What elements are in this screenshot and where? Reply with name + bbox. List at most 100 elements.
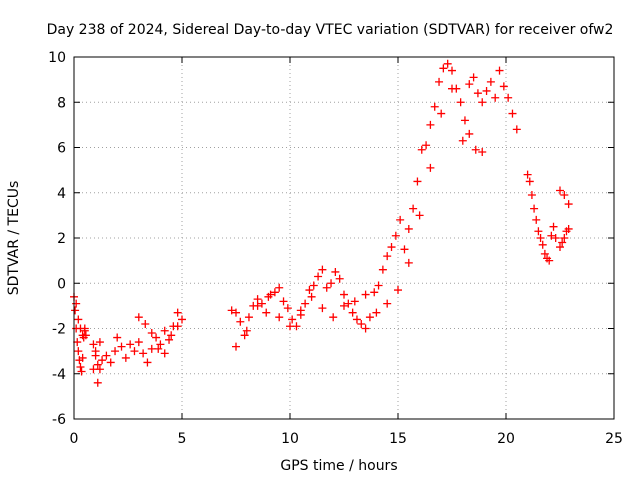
data-point — [318, 265, 327, 274]
y-tick-label: -6 — [52, 412, 66, 428]
data-point — [154, 344, 163, 353]
data-point — [426, 163, 435, 172]
data-point — [93, 360, 102, 369]
data-point — [374, 281, 383, 290]
data-point — [394, 286, 402, 295]
data-point — [309, 281, 318, 290]
data-point — [547, 231, 556, 240]
data-point — [538, 240, 547, 249]
data-point — [486, 77, 495, 86]
data-point — [491, 93, 500, 102]
data-point — [327, 279, 336, 288]
data-point — [236, 317, 245, 326]
data-point — [508, 109, 517, 118]
data-point — [558, 238, 567, 247]
data-point — [322, 283, 331, 292]
data-point — [469, 73, 478, 82]
data-point — [404, 258, 413, 267]
data-point — [126, 340, 135, 349]
data-point — [78, 353, 87, 362]
x-tick-labels: 0 5 10 15 20 25 — [70, 431, 623, 447]
data-point — [482, 86, 491, 95]
data-point — [147, 329, 156, 338]
x-tick-label: 15 — [389, 431, 407, 447]
data-point — [348, 308, 357, 317]
data-point — [167, 331, 176, 340]
x-tick-label: 5 — [178, 431, 187, 447]
y-tick-label: 10 — [48, 50, 66, 66]
data-point — [301, 299, 310, 308]
data-point — [532, 215, 541, 224]
data-point — [335, 274, 344, 283]
data-point — [564, 224, 573, 233]
data-point — [437, 109, 446, 118]
data-point — [78, 331, 87, 340]
data-point — [89, 365, 98, 374]
data-point — [143, 358, 152, 367]
y-tick-label: 4 — [57, 186, 66, 202]
y-tick-label: 8 — [57, 95, 66, 111]
data-point — [536, 234, 545, 242]
data-point — [275, 283, 284, 292]
data-point — [478, 148, 487, 157]
data-point — [540, 249, 549, 258]
data-point — [93, 378, 102, 387]
data-point — [361, 324, 370, 333]
data-point — [279, 297, 288, 306]
data-points — [70, 59, 573, 387]
data-point — [242, 326, 251, 335]
data-point — [262, 308, 271, 317]
data-point — [527, 191, 536, 200]
data-point — [383, 252, 392, 261]
data-point — [512, 125, 521, 134]
x-tick-label: 25 — [605, 431, 623, 447]
data-point — [98, 356, 107, 365]
data-point — [113, 333, 122, 342]
data-point — [396, 215, 405, 224]
data-point — [121, 353, 130, 362]
data-point — [156, 340, 165, 349]
data-point — [80, 324, 89, 333]
data-point — [556, 243, 564, 252]
data-point — [160, 326, 169, 335]
data-point — [178, 315, 186, 324]
data-point — [89, 340, 98, 349]
data-point — [409, 204, 418, 213]
data-point — [111, 347, 120, 356]
data-point — [357, 319, 366, 328]
data-point — [134, 338, 143, 347]
x-tick-label: 0 — [70, 431, 79, 447]
data-point — [545, 256, 554, 265]
data-point — [76, 362, 85, 371]
data-point — [426, 120, 435, 129]
x-axis-label: GPS time / hours — [280, 458, 397, 474]
data-point — [458, 136, 467, 145]
data-point — [130, 347, 139, 356]
data-point — [165, 335, 174, 344]
data-point — [551, 234, 560, 242]
data-point — [244, 313, 253, 322]
data-point — [160, 349, 169, 358]
plot-frame — [73, 56, 615, 420]
data-point — [430, 102, 439, 111]
x-tick-label: 10 — [281, 431, 299, 447]
data-point — [314, 272, 323, 281]
data-point — [141, 319, 150, 328]
data-point — [504, 93, 513, 102]
grid — [74, 57, 614, 419]
y-axis-label: SDTVAR / TECUs — [6, 181, 22, 296]
data-point — [415, 211, 424, 220]
data-point — [240, 331, 249, 340]
data-point — [370, 288, 379, 297]
data-point — [102, 351, 111, 360]
data-point — [74, 315, 83, 324]
data-point — [72, 299, 81, 308]
data-point — [329, 313, 338, 322]
data-point — [227, 306, 236, 315]
data-point — [404, 224, 413, 233]
data-point — [417, 145, 426, 154]
data-point — [435, 77, 444, 86]
data-point — [264, 292, 273, 301]
data-point — [305, 286, 314, 295]
data-point — [495, 66, 504, 75]
